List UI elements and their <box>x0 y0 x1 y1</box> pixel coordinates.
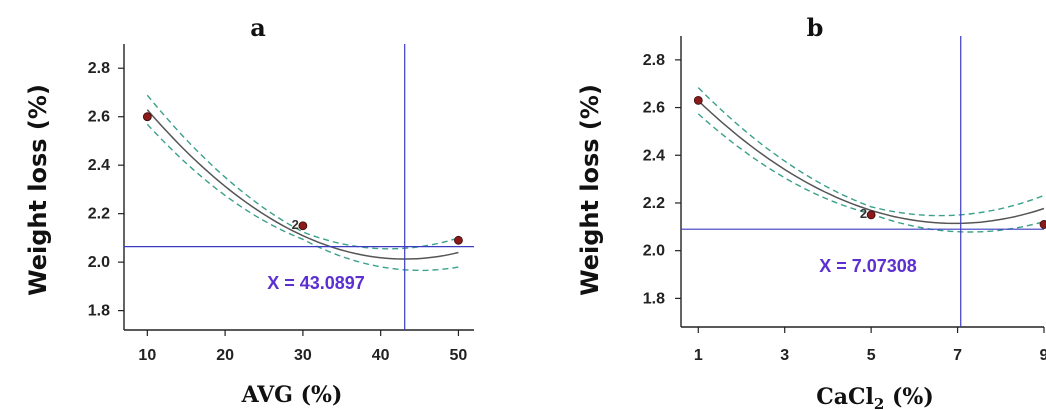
panel-a-x-tick-label: 20 <box>216 347 234 364</box>
panel-b-x-tick-label: 7 <box>953 347 962 364</box>
panel-b-optimum-annotation: X = 7.07308 <box>819 256 917 276</box>
panel-a-data-point <box>454 235 463 245</box>
panel-a-ci-lower-line <box>146 123 459 272</box>
panel-b-y-tick-label: 1.8 <box>643 290 665 307</box>
panel-a-replicate-label: 2 <box>292 217 299 232</box>
panel-b-label: b <box>807 13 824 42</box>
panel-b-x-axis-label-unit: (%) <box>884 384 933 410</box>
panel-a-fit-line <box>146 109 459 260</box>
panel-b-y-tick-label: 2.8 <box>643 52 665 69</box>
panel-a-x-tick-label: 40 <box>372 347 390 364</box>
panel-a-x-tick-label: 50 <box>450 347 468 364</box>
panel-b-x-tick-label: 5 <box>867 347 876 364</box>
panel-b-data-point <box>693 96 703 105</box>
panel-b-y-tick-label: 2.4 <box>643 147 665 164</box>
panel-a-plot-area: 1.8 2.0 2.2 2.4 2.6 2.8 10 20 30 40 50 2 X = 43.0897 <box>88 44 474 364</box>
panel-b-x-tick-label: 1 <box>694 347 703 364</box>
panel-b-x-axis-label: CaCl2 (%) <box>816 384 933 410</box>
panel-a-ci-upper-line <box>146 94 459 250</box>
panel-b-fit-line <box>697 100 1045 225</box>
panel-a-optimum-annotation: X = 43.0897 <box>267 273 365 293</box>
panel-b-plot-area: 1.8 2.0 2.2 2.4 2.6 2.8 1 3 5 7 9 2 X = 7.07308 <box>643 36 1046 364</box>
panel-a-x-tick-label: 10 <box>138 347 156 364</box>
panel-b-x-axis-label-subscript: 2 <box>874 395 884 410</box>
panel-a-y-tick-label: 2.6 <box>88 109 110 126</box>
panel-b-data-point <box>866 210 876 220</box>
panel-b-data-point <box>1039 220 1046 229</box>
panel-a-x-tick-label: 30 <box>294 347 312 364</box>
panel-a-x-axis-label: AVG (%) <box>241 382 343 408</box>
panel-a-y-axis-label: Weight loss (%) <box>24 84 52 296</box>
panel-b-y-axis-label: Weight loss (%) <box>576 84 604 296</box>
panel-a-y-tick-label: 2.0 <box>88 254 110 271</box>
panel-a-y-tick-label: 2.4 <box>88 157 110 174</box>
panel-a-data-point <box>298 221 308 231</box>
panel-b-y-tick-label: 2.0 <box>643 243 665 260</box>
panel-a-label: a <box>250 13 266 42</box>
panel-b-x-tick-label: 3 <box>780 347 789 364</box>
panel-a-y-tick-label: 2.8 <box>88 60 110 77</box>
panel-b-y-tick-label: 2.2 <box>643 195 665 212</box>
panel-b-ci-upper-line <box>697 87 1045 217</box>
panel-b-x-axis-label-main: CaCl <box>816 384 874 410</box>
panel-b-y-tick-label: 2.6 <box>643 100 665 117</box>
chart-panel-b: b Weight loss (%) CaCl2 (%) 1.82.02.22.4… <box>576 13 1046 410</box>
panel-b-replicate-label: 2 <box>860 206 867 221</box>
chart-panel-a: a Weight loss (%) AVG (%) 1.8 2.0 2.2 2.4 2.… <box>24 13 474 408</box>
panel-b-x-tick-label: 9 <box>1040 347 1046 364</box>
panel-a-y-tick-label: 1.8 <box>88 303 110 320</box>
panel-a-y-tick-label: 2.2 <box>88 206 110 223</box>
panel-a-data-point <box>142 112 152 122</box>
